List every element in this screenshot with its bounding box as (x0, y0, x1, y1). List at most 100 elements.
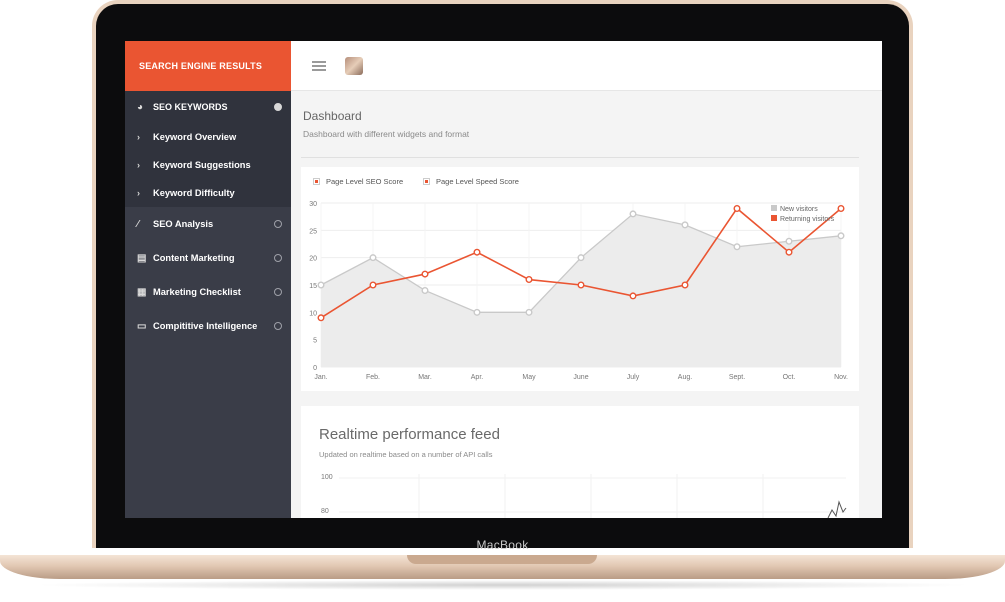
sidebar-subitem-keyword-overview[interactable]: › Keyword Overview (125, 123, 291, 151)
realtime-title: Realtime performance feed (319, 426, 500, 443)
x-tick-label: May (522, 374, 536, 381)
x-tick-label: July (627, 374, 640, 381)
page-title: Dashboard (303, 109, 362, 123)
data-point (525, 276, 533, 284)
realtime-card: Realtime performance feed Updated on rea… (301, 406, 859, 518)
data-point (837, 232, 845, 240)
y-tick-label: 0 (313, 365, 317, 372)
device-brand-label: MacBook (476, 538, 529, 552)
realtime-y-label: 80 (321, 508, 329, 515)
page-subtitle: Dashboard with different widgets and for… (303, 129, 470, 139)
y-tick-label: 10 (309, 310, 317, 317)
expand-circle-icon[interactable] (274, 220, 282, 228)
legend-label: Page Level Speed Score (436, 177, 519, 186)
realtime-subtitle: Updated on realtime based on a number of… (319, 450, 493, 459)
sidebar-subitem-label: Keyword Overview (153, 132, 237, 142)
sidebar-item-competitive-intelligence[interactable]: ▭ Compititive Intelligence (125, 309, 291, 343)
x-tick-label: Oct. (783, 374, 796, 381)
x-tick-label: Nov. (834, 374, 848, 381)
collapse-circle-icon[interactable] (274, 103, 282, 111)
y-tick-label: 5 (313, 338, 317, 345)
grid-table-icon: ▦ (137, 286, 147, 298)
laptop-shadow (30, 580, 975, 590)
data-point (629, 292, 637, 300)
x-tick-label: Feb. (366, 374, 380, 381)
data-point (577, 254, 585, 262)
data-point (837, 204, 845, 212)
chevron-right-icon: › (137, 160, 140, 170)
data-point (369, 254, 377, 262)
chevron-right-icon: › (137, 132, 140, 142)
user-avatar[interactable] (345, 57, 363, 75)
expand-circle-icon[interactable] (274, 254, 282, 262)
data-point (733, 243, 741, 251)
sidebar-item-label: Content Marketing (153, 253, 235, 263)
sidebar-item-seo-keywords[interactable]: ◕ SEO KEYWORDS (125, 91, 291, 123)
legend-seo-score[interactable]: Page Level SEO Score (313, 177, 403, 186)
realtime-y-label: 100 (321, 474, 333, 481)
legend-label: Returning visitors (780, 216, 835, 223)
sidebar-item-label: SEO Analysis (153, 219, 214, 229)
data-point (473, 308, 481, 316)
data-point (577, 281, 585, 289)
data-point (785, 237, 793, 245)
legend-swatch (771, 215, 777, 221)
chevron-right-icon: › (137, 188, 140, 198)
top-bar (291, 41, 882, 91)
data-point (369, 281, 377, 289)
legend-marker-icon (423, 178, 430, 185)
data-point (733, 204, 741, 212)
data-point (681, 221, 689, 229)
data-point (473, 248, 481, 256)
visitors-chart-card: Page Level SEO Score Page Level Speed Sc… (301, 167, 859, 391)
keyboard-icon: ▭ (137, 320, 147, 332)
line-chart: 0 5 10 15 20 25 30 Jan. Feb. Mar. Apr. May June July A… (309, 201, 848, 381)
data-point (681, 281, 689, 289)
x-tick-label: Sept. (729, 374, 745, 381)
x-tick-label: Mar. (418, 374, 432, 381)
legend-marker-icon (313, 178, 320, 185)
legend-swatch (771, 205, 777, 211)
sidebar-item-content-marketing[interactable]: ▤ Content Marketing (125, 241, 291, 275)
x-tick-label: Aug. (678, 374, 692, 381)
sidebar-subitem-keyword-suggestions[interactable]: › Keyword Suggestions (125, 151, 291, 179)
sidebar-header[interactable]: SEARCH ENGINE RESULTS (125, 41, 291, 91)
dashboard-gauge-icon: ◕ (137, 101, 144, 113)
laptop-notch (407, 555, 597, 564)
sidebar-item-label: SEO KEYWORDS (153, 102, 228, 112)
realtime-chart (339, 474, 847, 518)
y-tick-label: 15 (309, 283, 317, 290)
data-point (525, 308, 533, 316)
y-tick-label: 25 (309, 228, 317, 235)
sidebar-subitem-keyword-difficulty[interactable]: › Keyword Difficulty (125, 179, 291, 207)
x-tick-label: Jan. (314, 374, 327, 381)
legend-label: Page Level SEO Score (326, 177, 404, 186)
document-icon: ▤ (137, 252, 147, 264)
y-tick-label: 30 (309, 201, 317, 208)
magic-wand-icon: ⁄ (137, 218, 139, 230)
expand-circle-icon[interactable] (274, 288, 282, 296)
legend-speed-score[interactable]: Page Level Speed Score (423, 177, 519, 186)
sidebar-subitem-label: Keyword Suggestions (153, 160, 251, 170)
sidebar-item-label: Compititive Intelligence (153, 321, 258, 331)
sidebar-subitem-label: Keyword Difficulty (153, 188, 235, 198)
legend-label: New visitors (780, 206, 818, 213)
data-point (421, 286, 429, 294)
data-point (785, 248, 793, 256)
hamburger-menu-icon[interactable] (312, 61, 326, 71)
data-point (317, 281, 325, 289)
sidebar-item-seo-analysis[interactable]: ⁄ SEO Analysis (125, 207, 291, 241)
sidebar-item-marketing-checklist[interactable]: ▦ Marketing Checklist (125, 275, 291, 309)
divider (301, 157, 859, 158)
data-point (421, 270, 429, 278)
data-point (317, 314, 325, 322)
x-tick-label: Apr. (471, 374, 484, 381)
data-point (629, 210, 637, 218)
sidebar: SEARCH ENGINE RESULTS ◕ SEO KEYWORDS › K… (125, 41, 291, 518)
screen: SEARCH ENGINE RESULTS ◕ SEO KEYWORDS › K… (125, 41, 882, 518)
x-tick-label: June (573, 374, 588, 381)
expand-circle-icon[interactable] (274, 322, 282, 330)
sidebar-item-label: Marketing Checklist (153, 287, 241, 297)
series-area (321, 213, 841, 367)
y-tick-label: 20 (309, 256, 317, 263)
